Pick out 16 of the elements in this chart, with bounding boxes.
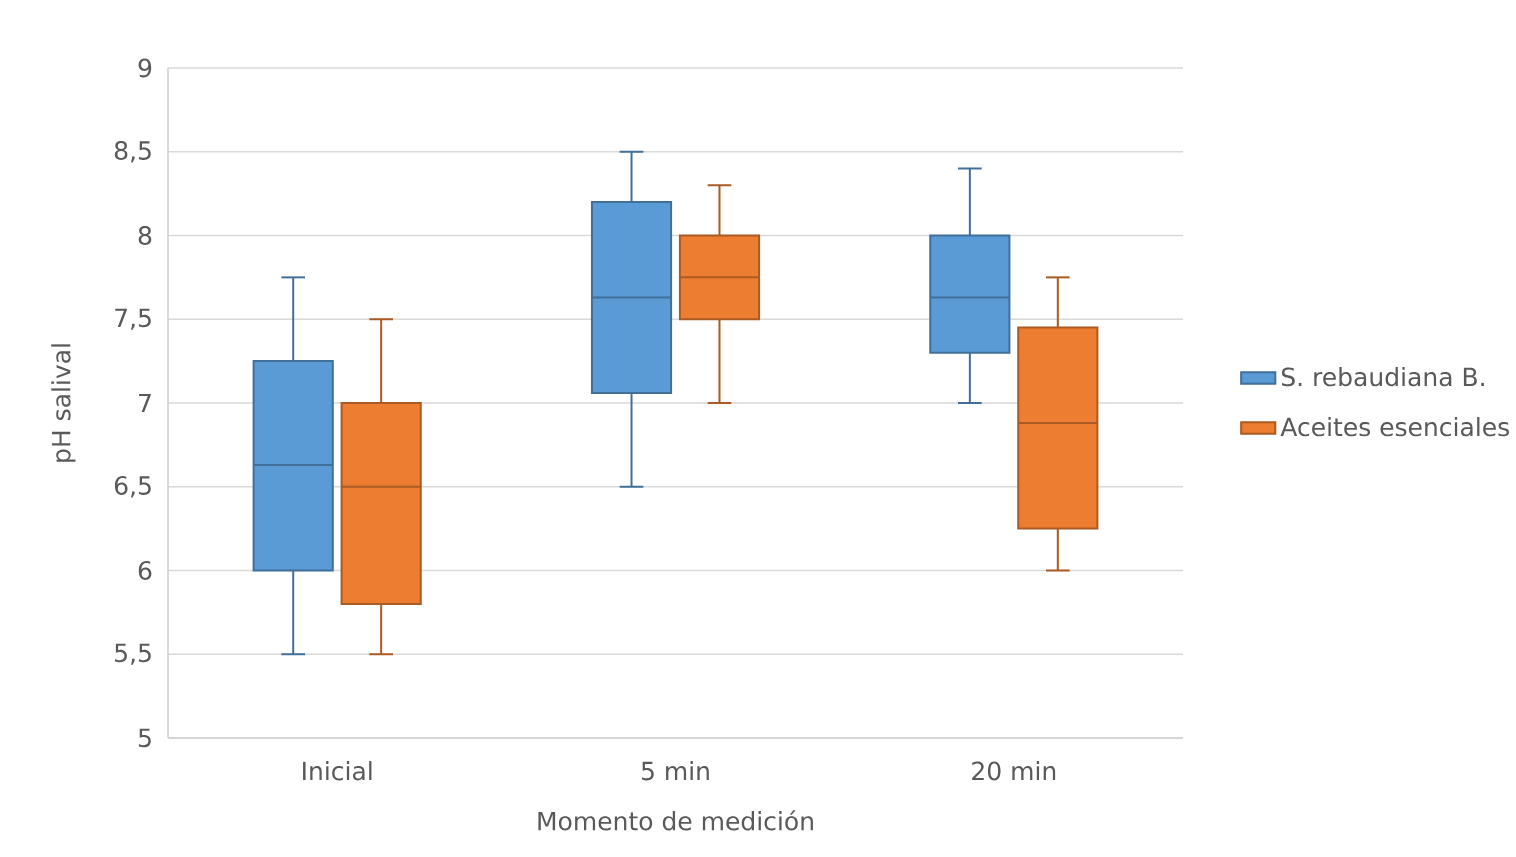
y-tick-label: 8,5 (114, 141, 151, 163)
y-tick-label: 7,5 (115, 308, 151, 330)
y-tick-label: 9 (138, 58, 152, 78)
x-tick-label: 5 min (641, 761, 709, 781)
x-axis-title: Momento de medición (538, 810, 813, 831)
y-tick-label: 8 (138, 226, 152, 245)
y-tick-label: 5 (138, 728, 151, 748)
y-tick-label: 7 (139, 393, 151, 413)
y-axis-title: pH salival (51, 344, 76, 462)
legend-label: Aceites esenciales (1280, 416, 1509, 437)
x-tick-label: 20 min (972, 761, 1056, 781)
y-tick-label: 6,5 (114, 475, 151, 498)
y-tick-label: 6 (138, 561, 152, 580)
y-tick-label: 5,5 (115, 643, 151, 665)
legend-label: S. rebaudiana B. (1281, 366, 1484, 387)
x-tick-label: Inicial (303, 761, 372, 781)
